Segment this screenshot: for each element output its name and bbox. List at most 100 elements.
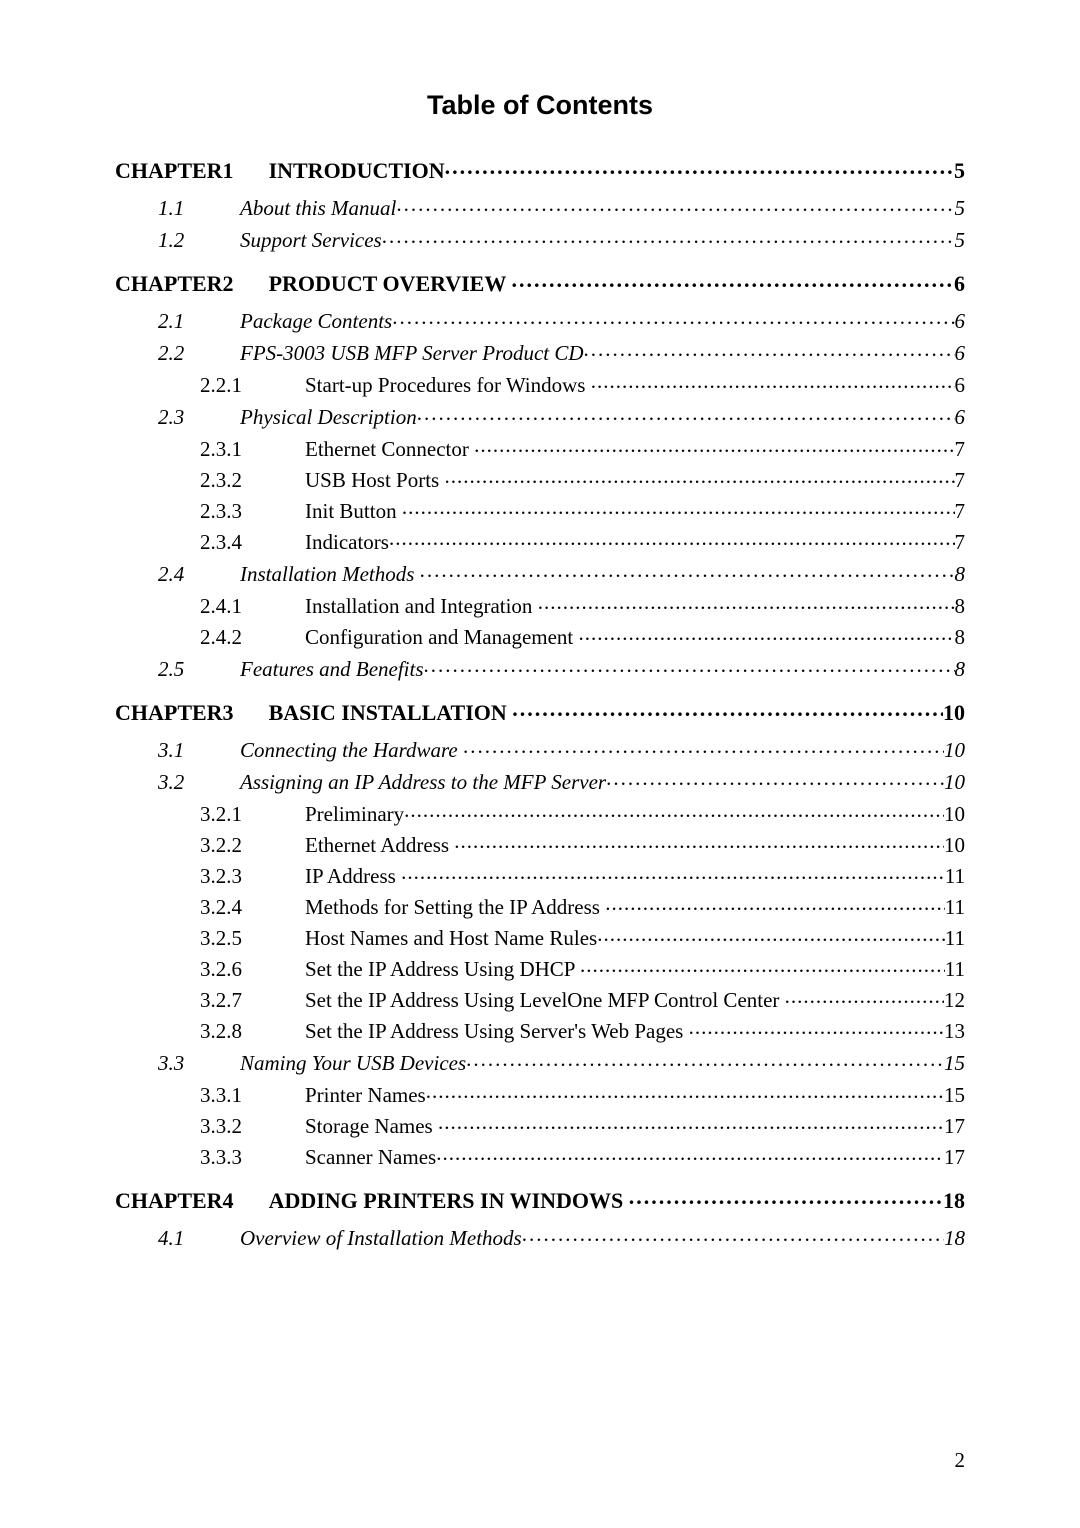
toc-entry-page: 6 bbox=[955, 343, 966, 364]
toc-entry-page: 8 bbox=[955, 564, 966, 585]
toc-leader-dots bbox=[466, 1049, 944, 1070]
toc-entry: 3.2.1Preliminary10 bbox=[115, 800, 965, 825]
toc-entry-page: 5 bbox=[955, 198, 966, 219]
toc-entry-title: Storage Names bbox=[305, 1116, 438, 1137]
toc-entry-number: 2.2.1 bbox=[200, 375, 305, 396]
toc-entry-title: ADDING PRINTERS IN WINDOWS bbox=[269, 1190, 629, 1212]
toc-entry-page: 7 bbox=[955, 439, 966, 460]
toc-entry-page: 11 bbox=[945, 897, 965, 918]
toc-entry-page: 6 bbox=[954, 273, 965, 295]
toc-entry-number: 2.1 bbox=[158, 311, 240, 332]
toc-entry: CHAPTER4ADDING PRINTERS IN WINDOWS 18 bbox=[115, 1186, 965, 1212]
toc-entry-number: 2.3 bbox=[158, 407, 240, 428]
toc-entry-title: Indicators bbox=[305, 532, 389, 553]
toc-leader-dots bbox=[597, 924, 945, 945]
toc-leader-dots bbox=[629, 1186, 943, 1208]
toc-leader-dots bbox=[522, 1224, 944, 1245]
toc-entry-number: 3.3.3 bbox=[200, 1147, 305, 1168]
toc-entry-number: CHAPTER4 bbox=[115, 1190, 269, 1212]
toc-leader-dots bbox=[463, 736, 944, 757]
toc-entry-number: 3.2.3 bbox=[200, 866, 305, 887]
toc-leader-dots bbox=[538, 592, 955, 613]
toc-leader-dots bbox=[382, 226, 955, 247]
toc-entry-page: 12 bbox=[944, 990, 965, 1011]
toc-entry: 2.3.4Indicators7 bbox=[115, 528, 965, 553]
toc-entry-title: Host Names and Host Name Rules bbox=[305, 928, 597, 949]
toc-leader-dots bbox=[579, 623, 955, 644]
toc-entry-title: Overview of Installation Methods bbox=[240, 1228, 522, 1249]
toc-entry-number: 2.3.1 bbox=[200, 439, 305, 460]
toc-entry-title: Scanner Names bbox=[305, 1147, 436, 1168]
toc-entry-number: 3.2.2 bbox=[200, 835, 305, 856]
toc-entry: 2.3Physical Description 6 bbox=[115, 403, 965, 428]
toc-entry: 3.2.3IP Address 11 bbox=[115, 862, 965, 887]
toc-entry: 2.5Features and Benefits8 bbox=[115, 655, 965, 680]
toc-entry: 3.3Naming Your USB Devices15 bbox=[115, 1049, 965, 1074]
toc-entry-number: 3.2.7 bbox=[200, 990, 305, 1011]
toc-leader-dots bbox=[580, 955, 945, 976]
toc-entry-number: 2.3.4 bbox=[200, 532, 305, 553]
toc-entry-page: 17 bbox=[944, 1147, 965, 1168]
toc-leader-dots bbox=[445, 156, 954, 178]
page: Table of Contents CHAPTER1INTRODUCTION51… bbox=[0, 0, 1080, 1249]
toc-leader-dots bbox=[591, 371, 955, 392]
toc-entry-number: 3.2.1 bbox=[200, 804, 305, 825]
toc-entry-page: 17 bbox=[944, 1116, 965, 1137]
toc-entry-title: USB Host Ports bbox=[305, 470, 444, 491]
toc-entry-title: Set the IP Address Using Server's Web Pa… bbox=[305, 1021, 689, 1042]
toc-entry-page: 18 bbox=[943, 1190, 965, 1212]
toc-entry: 2.3.2USB Host Ports 7 bbox=[115, 466, 965, 491]
toc-entry: 3.3.2Storage Names 17 bbox=[115, 1112, 965, 1137]
toc-leader-dots bbox=[392, 307, 954, 328]
toc-leader-dots bbox=[606, 768, 944, 789]
toc-entry-page: 8 bbox=[955, 627, 966, 648]
toc-entry: 2.3.1Ethernet Connector 7 bbox=[115, 435, 965, 460]
toc-entry-title: IP Address bbox=[305, 866, 401, 887]
toc-entry-page: 18 bbox=[944, 1228, 965, 1249]
toc-entry-page: 11 bbox=[945, 959, 965, 980]
toc-entry: CHAPTER1INTRODUCTION5 bbox=[115, 156, 965, 182]
toc-entry-title: Init Button bbox=[305, 501, 402, 522]
toc-entry: 3.2.6Set the IP Address Using DHCP 11 bbox=[115, 955, 965, 980]
toc-entry-title: Physical Description bbox=[240, 407, 417, 428]
toc-leader-dots bbox=[474, 435, 954, 456]
toc-entry: 1.2Support Services5 bbox=[115, 226, 965, 251]
toc-leader-dots bbox=[785, 986, 944, 1007]
toc-entry-title: Features and Benefits bbox=[240, 659, 424, 680]
toc-entry: 3.3.3Scanner Names 17 bbox=[115, 1143, 965, 1168]
toc-leader-dots bbox=[404, 800, 944, 821]
toc-entry-title: BASIC INSTALLATION bbox=[269, 702, 513, 724]
toc-entry-title: Ethernet Connector bbox=[305, 439, 474, 460]
toc-entry-number: CHAPTER1 bbox=[115, 160, 269, 182]
toc-entry-number: 3.3.1 bbox=[200, 1085, 305, 1106]
toc-leader-dots bbox=[401, 862, 945, 883]
toc-leader-dots bbox=[689, 1017, 944, 1038]
toc-entry: 2.4.2Configuration and Management 8 bbox=[115, 623, 965, 648]
toc-entry-title: Installation Methods bbox=[240, 564, 420, 585]
toc-leader-dots bbox=[511, 269, 954, 291]
toc-entry-number: 2.4.1 bbox=[200, 596, 305, 617]
toc-entry-number: 3.2.4 bbox=[200, 897, 305, 918]
toc-entry-number: 2.5 bbox=[158, 659, 240, 680]
toc-entry: 2.1Package Contents6 bbox=[115, 307, 965, 332]
toc-entry-page: 10 bbox=[944, 804, 965, 825]
toc-entry-number: 3.2.6 bbox=[200, 959, 305, 980]
toc-entry-title: FPS-3003 USB MFP Server Product CD bbox=[240, 343, 584, 364]
toc-entry-title: Package Contents bbox=[240, 311, 392, 332]
toc-leader-dots bbox=[402, 497, 955, 518]
toc-entry-page: 11 bbox=[945, 928, 965, 949]
toc-entry-number: 2.3.3 bbox=[200, 501, 305, 522]
toc-entry: 2.2.1Start-up Procedures for Windows 6 bbox=[115, 371, 965, 396]
toc-leader-dots bbox=[420, 560, 955, 581]
toc-entry-number: CHAPTER2 bbox=[115, 273, 269, 295]
toc-entry-title: Ethernet Address bbox=[305, 835, 454, 856]
toc-leader-dots bbox=[512, 698, 943, 720]
toc-entry: 4.1Overview of Installation Methods 18 bbox=[115, 1224, 965, 1249]
toc-entry-number: 3.2 bbox=[158, 772, 240, 793]
toc-entry-number: 1.2 bbox=[158, 230, 240, 251]
toc-entry-page: 15 bbox=[944, 1085, 965, 1106]
toc-entry-number: 3.3.2 bbox=[200, 1116, 305, 1137]
toc-leader-dots bbox=[454, 831, 944, 852]
toc-entry-page: 6 bbox=[955, 407, 966, 428]
toc-entry-number: 4.1 bbox=[158, 1228, 240, 1249]
